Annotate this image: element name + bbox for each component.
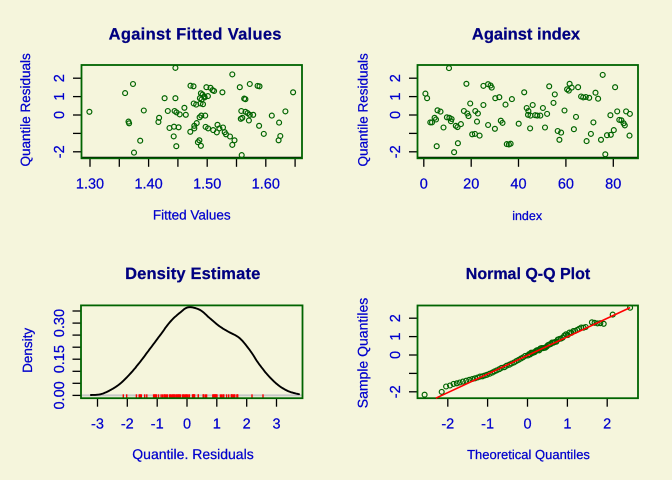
svg-text:40: 40 — [510, 177, 526, 193]
svg-text:-2: -2 — [388, 145, 404, 158]
svg-text:2: 2 — [243, 417, 251, 433]
svg-text:80: 80 — [605, 177, 621, 193]
svg-text:2: 2 — [603, 417, 611, 433]
svg-text:0.30: 0.30 — [52, 309, 68, 337]
svg-text:1: 1 — [213, 417, 221, 433]
svg-text:Density Estimate: Density Estimate — [125, 265, 260, 283]
svg-text:Normal Q-Q Plot: Normal Q-Q Plot — [466, 266, 591, 283]
svg-text:-3: -3 — [91, 417, 104, 433]
svg-text:-2: -2 — [441, 417, 454, 433]
svg-text:-2: -2 — [121, 417, 134, 433]
svg-text:60: 60 — [558, 177, 574, 193]
svg-text:0: 0 — [388, 111, 404, 119]
svg-text:-2: -2 — [52, 145, 68, 158]
svg-text:Theoretical Quantiles: Theoretical Quantiles — [467, 447, 590, 462]
svg-text:1.60: 1.60 — [252, 177, 280, 193]
svg-text:Density: Density — [20, 328, 35, 373]
svg-text:-1: -1 — [481, 417, 494, 433]
svg-text:1: 1 — [388, 333, 404, 341]
svg-text:3: 3 — [272, 417, 280, 433]
svg-text:0: 0 — [183, 417, 191, 433]
svg-text:20: 20 — [463, 177, 479, 193]
svg-text:1: 1 — [52, 93, 68, 101]
svg-text:Against index: Against index — [472, 26, 581, 44]
svg-text:0: 0 — [388, 351, 404, 359]
svg-text:0.15: 0.15 — [52, 345, 68, 373]
svg-text:Fitted Values: Fitted Values — [153, 208, 231, 223]
svg-text:Sample Quantiles: Sample Quantiles — [354, 298, 370, 409]
svg-text:Quantile. Residuals: Quantile. Residuals — [132, 446, 253, 462]
svg-text:index: index — [512, 209, 543, 223]
svg-text:-1: -1 — [151, 417, 164, 433]
svg-text:1.30: 1.30 — [76, 177, 104, 193]
svg-text:0.00: 0.00 — [52, 381, 68, 409]
svg-text:2: 2 — [388, 74, 404, 82]
svg-text:Quantile Residuals: Quantile Residuals — [355, 53, 370, 167]
svg-text:0: 0 — [420, 177, 428, 193]
svg-text:0: 0 — [52, 111, 68, 119]
svg-text:Quantile Residuals: Quantile Residuals — [18, 53, 33, 167]
svg-text:1: 1 — [388, 93, 404, 101]
svg-text:1: 1 — [563, 417, 571, 433]
svg-text:Against Fitted Values: Against Fitted Values — [109, 26, 282, 44]
svg-text:2: 2 — [388, 314, 404, 322]
svg-text:1.50: 1.50 — [193, 177, 221, 193]
svg-text:2: 2 — [52, 74, 68, 82]
svg-text:0: 0 — [523, 417, 531, 433]
svg-text:1.40: 1.40 — [134, 177, 162, 193]
svg-text:-2: -2 — [388, 385, 404, 398]
